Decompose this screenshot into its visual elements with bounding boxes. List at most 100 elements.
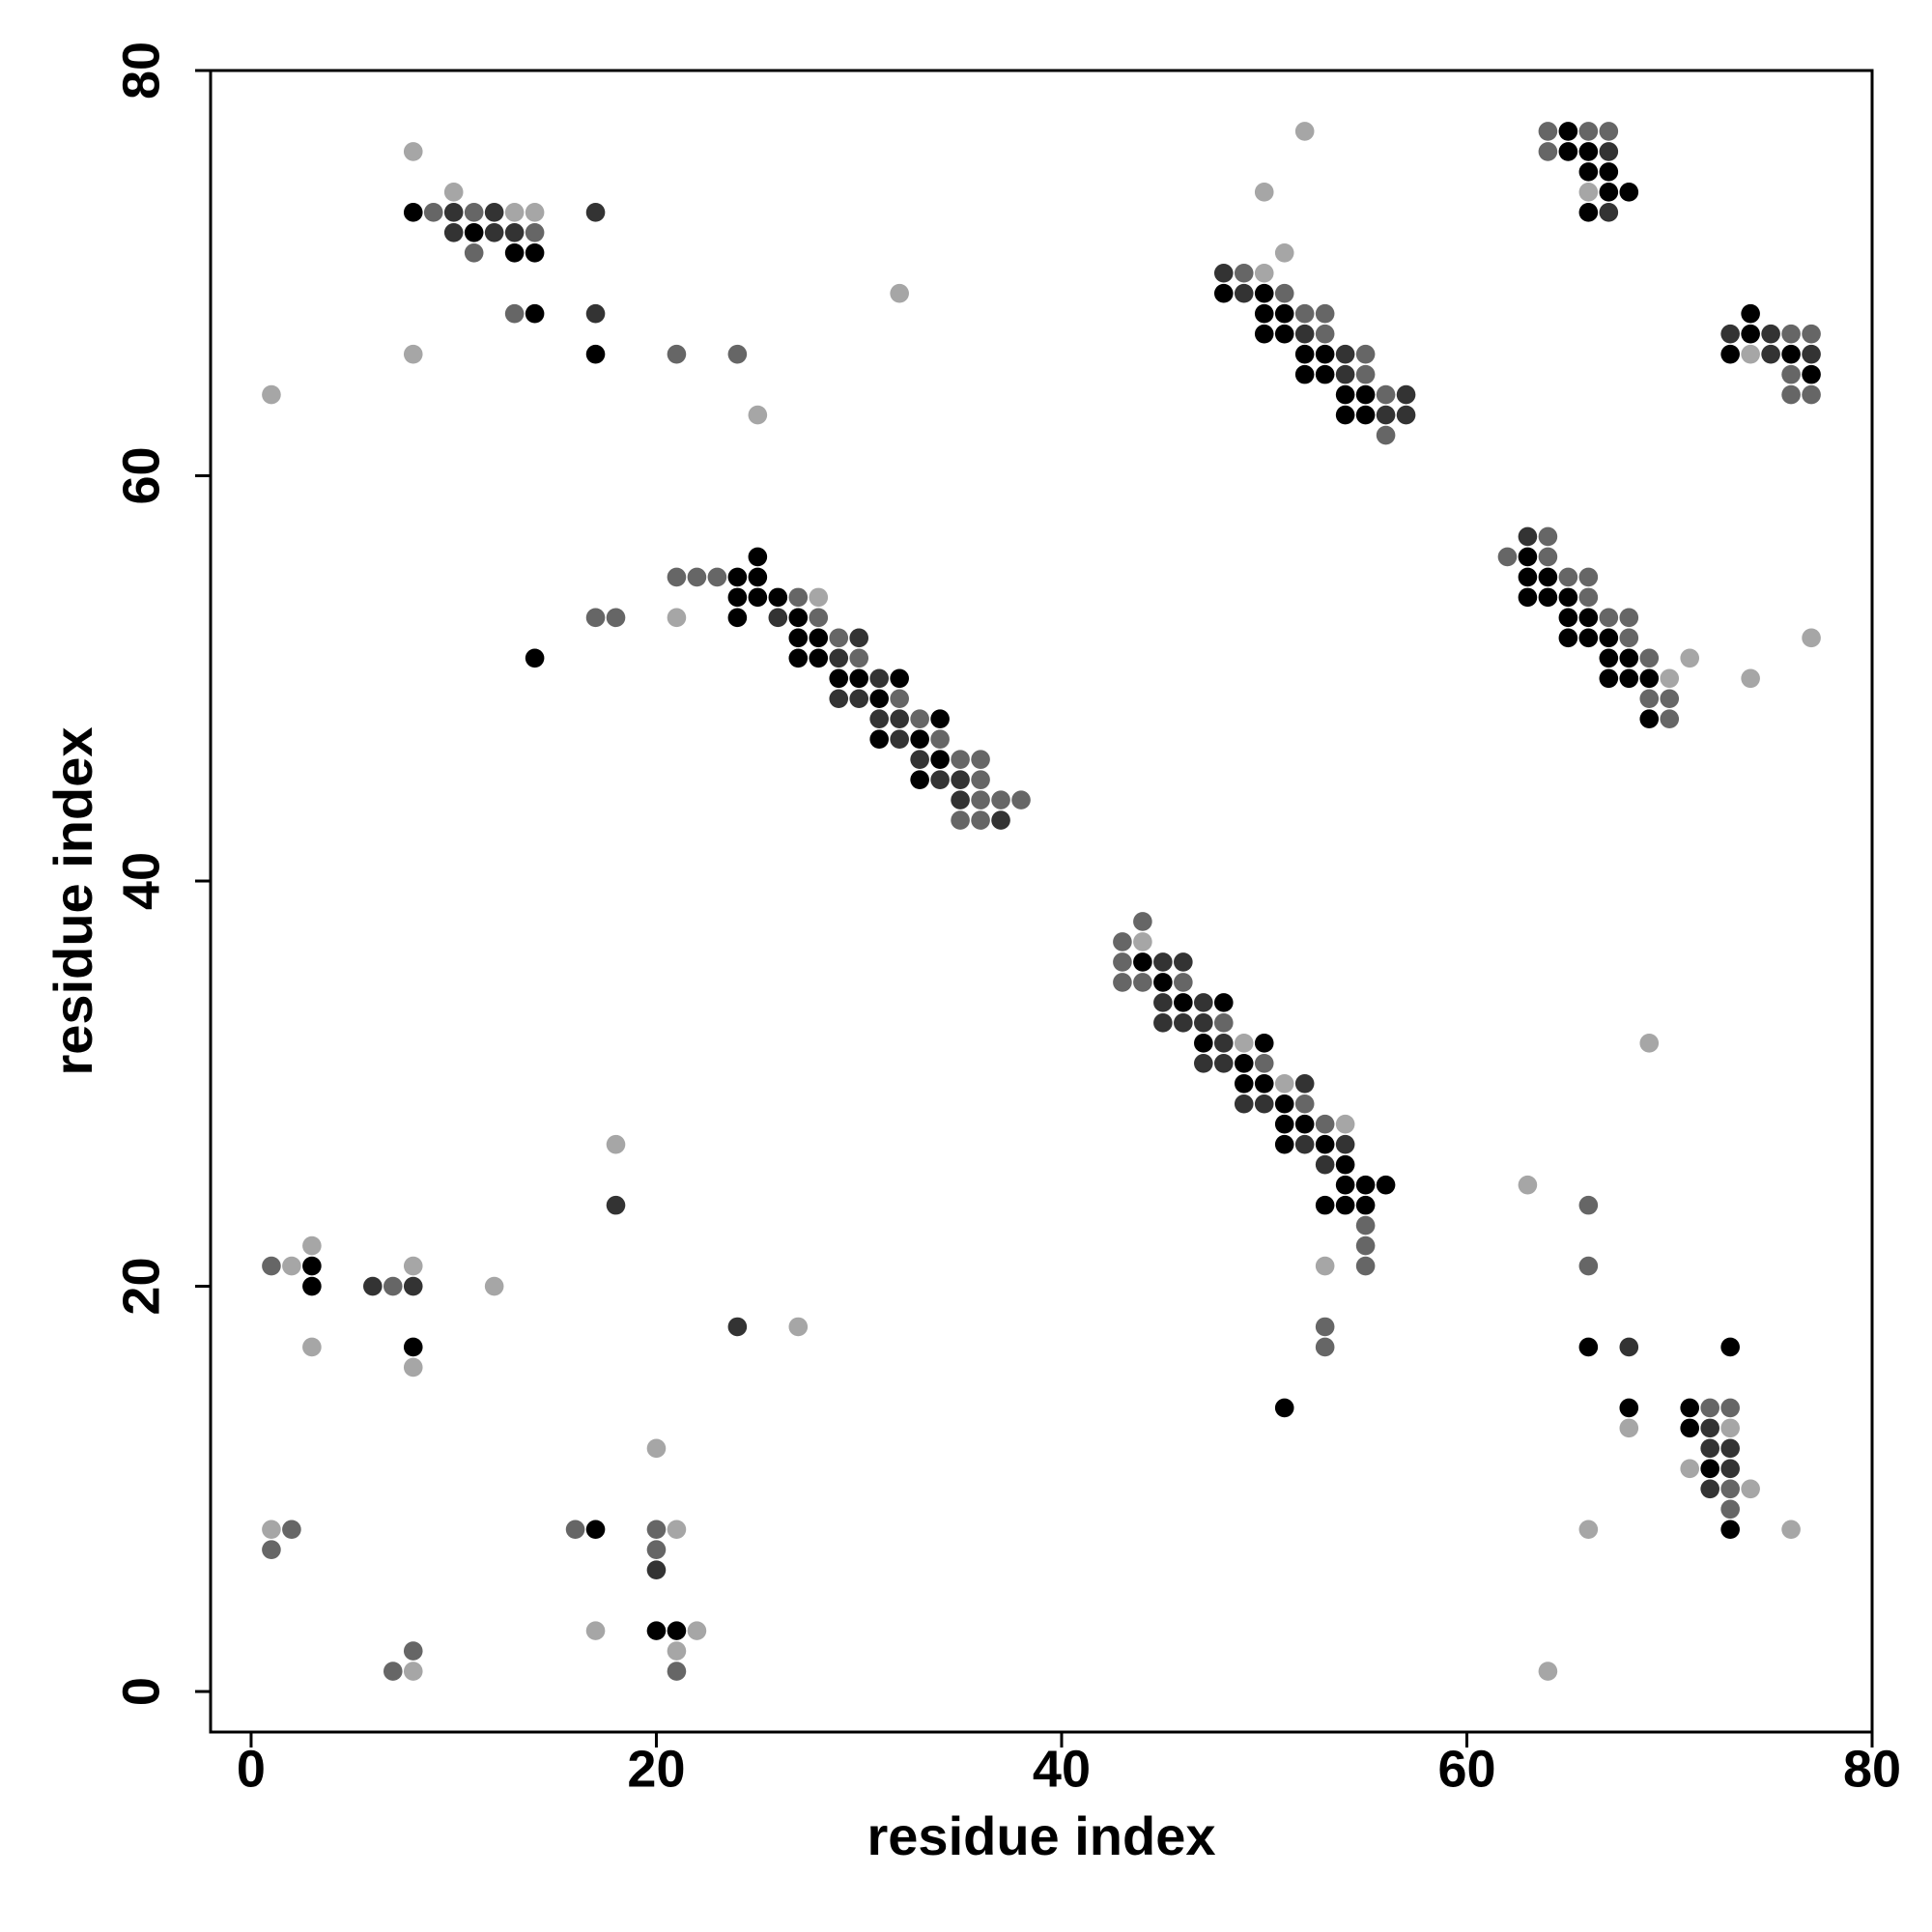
point	[971, 810, 990, 830]
point	[1254, 1054, 1274, 1073]
point	[1355, 1175, 1376, 1195]
point	[869, 689, 889, 709]
point	[1660, 668, 1680, 689]
point	[585, 1621, 606, 1640]
point	[809, 648, 829, 668]
x-axis-title: residue index	[867, 1805, 1215, 1866]
point	[1578, 1337, 1599, 1357]
point	[1294, 1094, 1315, 1114]
point	[1802, 344, 1821, 364]
point	[1213, 1013, 1234, 1033]
point	[302, 1256, 322, 1276]
y-tick-label: 20	[112, 1257, 170, 1315]
point	[443, 203, 464, 222]
point	[1254, 1073, 1274, 1094]
point	[890, 689, 909, 709]
point	[1700, 1459, 1719, 1479]
point	[1335, 1154, 1355, 1175]
point	[1578, 1520, 1599, 1540]
point	[606, 1195, 626, 1215]
point	[1335, 384, 1355, 405]
point	[1234, 1073, 1254, 1094]
point	[1355, 1256, 1376, 1276]
point	[1133, 932, 1152, 952]
point	[1274, 324, 1294, 344]
point	[1700, 1398, 1719, 1418]
point	[1254, 183, 1274, 202]
point	[1720, 1459, 1740, 1479]
y-tick-label: 40	[112, 852, 170, 910]
point	[1497, 547, 1518, 567]
point	[1538, 587, 1558, 608]
point	[1599, 628, 1619, 648]
point	[890, 668, 909, 689]
y-tick-label: 0	[112, 1677, 170, 1706]
point	[464, 223, 484, 242]
point	[667, 1662, 687, 1681]
point	[1558, 567, 1578, 587]
point	[1639, 668, 1660, 689]
point	[788, 587, 809, 608]
point	[1518, 526, 1538, 547]
point	[667, 1641, 687, 1661]
point	[1639, 648, 1660, 668]
point	[403, 1662, 423, 1681]
point	[1761, 344, 1780, 364]
point	[1639, 709, 1660, 729]
point	[1254, 263, 1274, 283]
point	[282, 1256, 301, 1276]
point	[1578, 1195, 1599, 1215]
point	[1538, 1662, 1558, 1681]
point	[1153, 973, 1173, 992]
point	[1315, 1195, 1335, 1215]
point	[890, 709, 909, 729]
point	[1376, 405, 1396, 425]
point	[869, 668, 889, 689]
point	[1315, 1134, 1335, 1154]
point	[1254, 283, 1274, 303]
point	[1213, 263, 1234, 283]
point	[788, 648, 809, 668]
point	[646, 1560, 667, 1579]
point	[1335, 1114, 1355, 1134]
point	[1619, 183, 1639, 202]
point	[1619, 668, 1639, 689]
point	[1781, 344, 1801, 364]
point	[383, 1276, 403, 1296]
point	[1720, 1438, 1740, 1459]
point	[971, 790, 990, 810]
point	[383, 1662, 403, 1681]
point	[302, 1236, 322, 1256]
point	[1315, 303, 1335, 324]
point	[1376, 1175, 1396, 1195]
point	[809, 587, 829, 608]
point	[262, 384, 281, 405]
point	[727, 608, 748, 628]
point	[1619, 608, 1639, 628]
point	[1355, 405, 1376, 425]
point	[1315, 364, 1335, 384]
point	[1315, 1114, 1335, 1134]
point	[1355, 1236, 1376, 1256]
point	[1720, 1520, 1740, 1540]
point	[302, 1276, 322, 1296]
point	[1680, 1459, 1700, 1479]
point	[1578, 203, 1599, 222]
point	[1113, 973, 1132, 992]
x-tick-label: 80	[1843, 1740, 1901, 1798]
point	[1294, 303, 1315, 324]
point	[991, 810, 1010, 830]
x-tick-label: 0	[237, 1740, 266, 1798]
point	[951, 750, 970, 769]
point	[971, 770, 990, 789]
point	[1578, 1256, 1599, 1276]
point	[1274, 283, 1294, 303]
point	[1213, 283, 1234, 303]
point	[667, 567, 687, 587]
point	[585, 1520, 606, 1540]
point	[890, 283, 909, 303]
point	[1274, 242, 1294, 263]
point	[1213, 993, 1234, 1012]
point	[464, 242, 484, 263]
point	[1294, 122, 1315, 141]
